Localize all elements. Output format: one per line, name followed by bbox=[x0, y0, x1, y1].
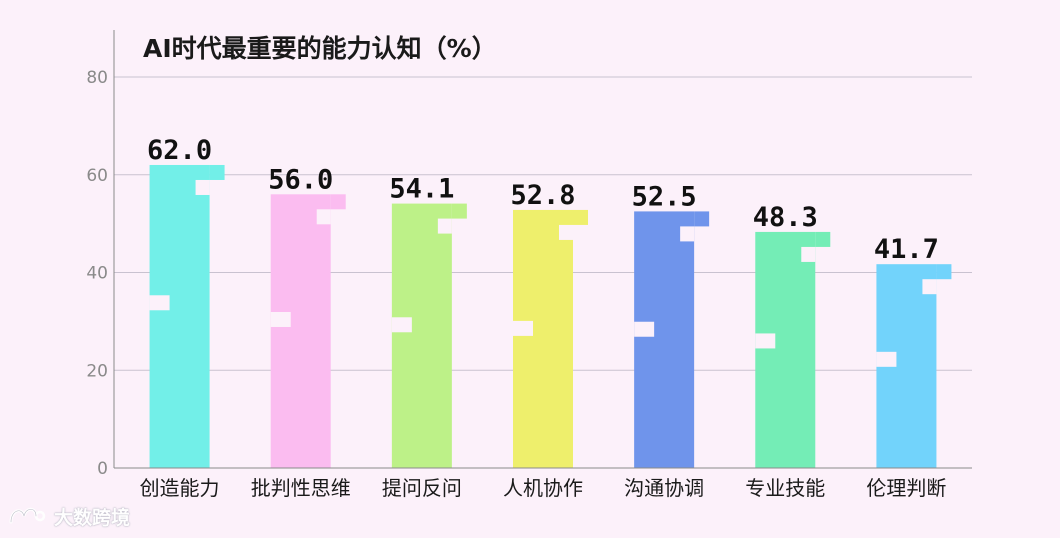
watermark-text: 大数跨境 bbox=[54, 507, 131, 529]
category-labels: 创造能力 批判性思维 提问反问 人机协作 沟通协调 专业技能 伦理判断 bbox=[140, 476, 947, 500]
bar-side-notch bbox=[270, 311, 291, 327]
bar-group bbox=[270, 194, 346, 469]
y-tick-label: 40 bbox=[86, 264, 108, 284]
value-labels: 62.0 56.0 54.1 52.8 52.5 48.3 41.7 bbox=[147, 135, 939, 265]
bar-notch bbox=[437, 218, 452, 234]
bar-pixel bbox=[936, 264, 952, 280]
category-label: 创造能力 bbox=[140, 476, 220, 500]
category-label: 伦理判断 bbox=[866, 476, 946, 500]
bar-side-notch bbox=[513, 320, 533, 336]
bar bbox=[391, 203, 452, 468]
y-tick-label: 80 bbox=[86, 68, 108, 88]
bar-pixel bbox=[330, 194, 346, 210]
bar-notch bbox=[559, 224, 573, 240]
bar-notch bbox=[195, 179, 210, 195]
bar-group bbox=[755, 231, 831, 468]
bar-side-notch bbox=[634, 321, 655, 337]
bar-pixel bbox=[451, 203, 467, 219]
bar-group bbox=[513, 209, 588, 468]
category-label: 提问反问 bbox=[382, 476, 462, 500]
bar-pixel bbox=[209, 164, 225, 180]
bar-group bbox=[391, 203, 467, 468]
y-tick-label: 60 bbox=[86, 166, 108, 186]
bars bbox=[149, 164, 952, 469]
value-label: 62.0 bbox=[147, 135, 212, 166]
category-label: 沟通协调 bbox=[624, 476, 704, 500]
y-tick-label: 20 bbox=[86, 361, 108, 381]
logo-icon bbox=[9, 507, 46, 523]
value-label: 56.0 bbox=[268, 164, 333, 195]
value-label: 54.1 bbox=[389, 174, 454, 205]
bar-notch bbox=[922, 279, 937, 295]
category-label: 专业技能 bbox=[745, 476, 825, 500]
bar-side-notch bbox=[876, 351, 897, 367]
bar bbox=[149, 164, 210, 468]
category-label: 批判性思维 bbox=[251, 476, 351, 500]
bar-group bbox=[149, 164, 225, 468]
bar bbox=[634, 211, 695, 468]
bar bbox=[513, 209, 573, 468]
bar-group bbox=[876, 264, 952, 468]
bar-pixel bbox=[815, 231, 831, 247]
bar-side-notch bbox=[391, 317, 412, 333]
bar bbox=[755, 231, 816, 468]
value-label: 41.7 bbox=[874, 234, 939, 265]
bar-side-notch bbox=[755, 333, 776, 349]
y-axis-ticks: 0 20 40 60 80 bbox=[86, 68, 108, 479]
bar-pixel bbox=[694, 211, 710, 227]
value-label: 52.5 bbox=[632, 181, 697, 212]
chart-title: AI时代最重要的能力认知（%） bbox=[143, 34, 497, 63]
value-label: 48.3 bbox=[753, 202, 818, 233]
bar bbox=[270, 194, 331, 469]
y-tick-label: 0 bbox=[97, 459, 108, 479]
bar-pixel bbox=[573, 209, 588, 225]
watermark-logo: 大数跨境 bbox=[8, 503, 130, 530]
bar-notch bbox=[801, 246, 816, 262]
bar-notch bbox=[680, 226, 695, 242]
bar-group bbox=[634, 211, 710, 468]
bar-notch bbox=[316, 209, 331, 225]
value-label: 52.8 bbox=[510, 180, 575, 211]
bar-side-notch bbox=[149, 295, 170, 311]
category-label: 人机协作 bbox=[503, 476, 583, 500]
